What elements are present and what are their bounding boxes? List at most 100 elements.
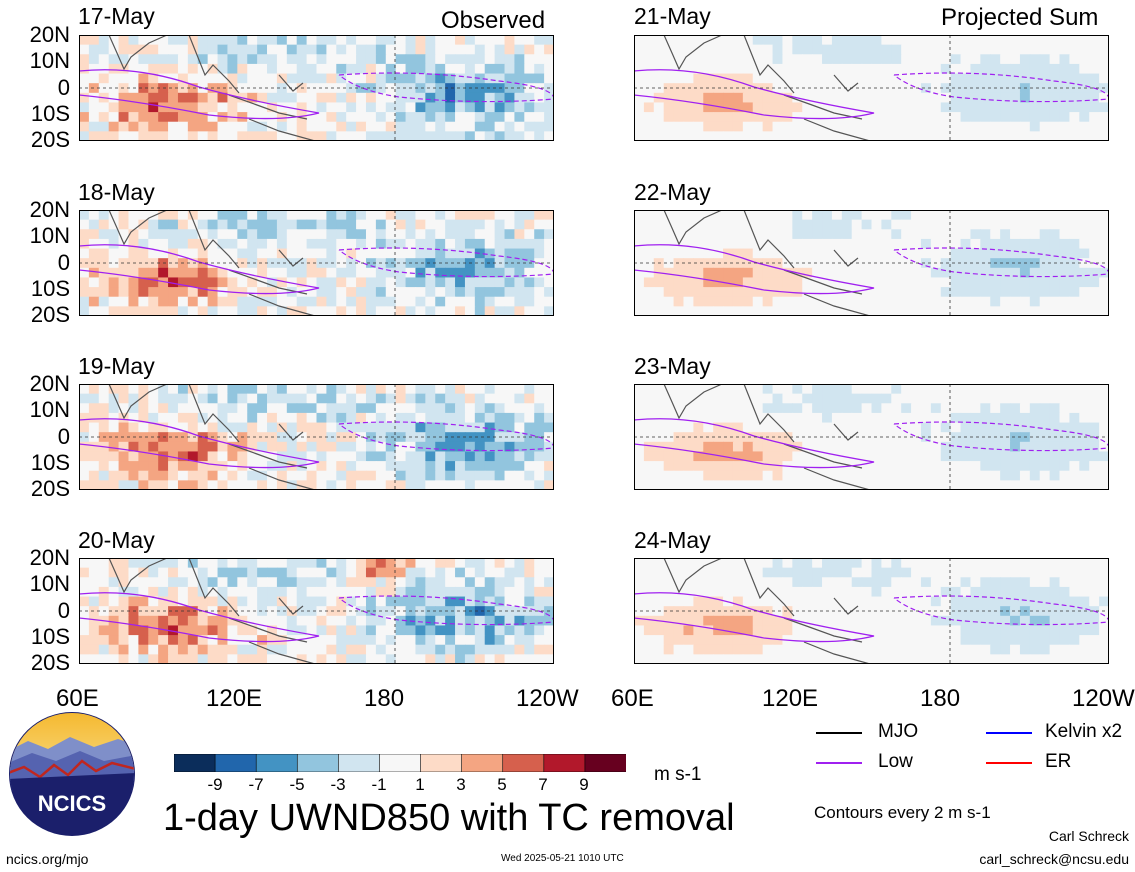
low-contour-dashed [338, 421, 554, 452]
footer-email[interactable]: carl_schreck@ncsu.edu [979, 851, 1129, 867]
lat-label: 20N [29, 545, 70, 570]
lon-label: 120E [206, 685, 263, 712]
lat-label: 10S [30, 624, 70, 649]
wind-anomaly-map [634, 558, 1109, 664]
panel-frame [79, 384, 554, 490]
colorbar-swatch [296, 753, 340, 773]
coastline [663, 210, 871, 316]
colorbar-swatch [461, 753, 504, 773]
legend: MJO Kelvin x2 Low ER [816, 722, 1135, 782]
legend-line-kelvin [986, 732, 1032, 734]
panel-date-title: 23-May [634, 353, 711, 379]
colorbar-label: -1 [371, 775, 387, 794]
footer-url[interactable]: ncics.org/mjo [6, 851, 89, 867]
coastline [108, 35, 316, 141]
wind-anomaly-map [634, 210, 1109, 316]
low-contour [79, 244, 320, 295]
legend-line-mjo [816, 732, 862, 734]
lat-label: 20S [30, 476, 70, 501]
low-contour-dashed [338, 247, 554, 278]
lat-label: 10N [29, 397, 70, 422]
footer-timestamp: Wed 2025-05-21 1010 UTC [501, 853, 624, 864]
map-panel-projected [634, 558, 1109, 664]
low-contour-dashed [338, 595, 554, 626]
low-contour [634, 244, 875, 295]
lat-label: 20S [30, 650, 70, 675]
lat-label: 10N [29, 48, 70, 73]
panel-date-title: 21-May [634, 3, 711, 29]
map-panel-projected [634, 384, 1109, 490]
legend-label: Kelvin x2 [1045, 721, 1123, 742]
coastline [663, 558, 871, 664]
map-panel-observed [79, 35, 554, 141]
lon-label: 60E [56, 685, 99, 712]
wind-anomaly-map [634, 384, 1109, 490]
wind-anomaly-map [634, 35, 1109, 141]
low-contour [79, 69, 320, 120]
panel-frame [634, 558, 1109, 664]
lat-label: 10S [30, 101, 70, 126]
logo-text: NCICS [38, 791, 106, 816]
main-title: 1-day UWND850 with TC removal [163, 797, 735, 839]
map-panel-observed [79, 558, 554, 664]
lat-label: 0 [57, 424, 70, 449]
lon-label: 180 [364, 685, 405, 712]
colorbar-swatch [214, 753, 257, 773]
colorbar-label: -3 [330, 775, 346, 794]
panel-date-title: 24-May [634, 527, 711, 553]
map-panel-observed [79, 384, 554, 490]
legend-label: ER [1045, 751, 1072, 772]
colorbar-swatches [173, 753, 627, 773]
colorbar-swatch [420, 753, 463, 773]
ncics-logo: NCICS [8, 711, 136, 842]
colorbar-label: 5 [497, 775, 507, 794]
panel-date-title: 19-May [78, 353, 155, 379]
lat-label: 20N [29, 22, 70, 47]
low-contour-dashed [893, 72, 1109, 103]
legend-line-low [816, 762, 862, 764]
coastline [108, 558, 316, 664]
projected-sum-label: Projected Sum [941, 4, 1099, 31]
panel-date-title: 20-May [78, 527, 155, 553]
panel-frame [79, 558, 554, 664]
panel-frame [79, 35, 554, 141]
panel-frame [634, 384, 1109, 490]
wind-anomaly-map [79, 384, 554, 490]
colorbar-swatch [584, 753, 627, 773]
panel-date-title: 22-May [634, 179, 711, 205]
panel-frame [634, 35, 1109, 141]
map-panel-observed [79, 210, 554, 316]
lon-label: 120W [1072, 687, 1135, 711]
footer-author: Carl Schreck [1048, 828, 1129, 844]
coastline [663, 384, 871, 490]
lat-label: 0 [57, 250, 70, 275]
low-contour [634, 592, 875, 643]
lon-label: 120E [762, 685, 819, 712]
lon-label: 60E [611, 685, 654, 712]
lat-label: 10S [30, 276, 70, 301]
lat-label: 10N [29, 571, 70, 596]
legend-label: Low [878, 751, 913, 772]
colorbar-swatch [502, 753, 545, 773]
low-contour [79, 592, 320, 643]
colorbar-swatch [338, 753, 381, 773]
low-contour [79, 418, 320, 469]
lat-label: 0 [57, 598, 70, 623]
low-contour-dashed [893, 595, 1109, 626]
colorbar-label: 1 [415, 775, 425, 794]
wind-anomaly-map [79, 558, 554, 664]
colorbar-swatch [543, 753, 586, 773]
colorbar-label: -5 [289, 775, 305, 794]
lon-label: 120W [516, 685, 579, 712]
colorbar-label: 9 [579, 775, 589, 794]
colorbar-units: m s-1 [654, 764, 702, 785]
colorbar-swatch [255, 753, 299, 773]
colorbar [173, 753, 627, 777]
panel-date-title: 17-May [78, 3, 155, 29]
low-contour-dashed [893, 247, 1109, 278]
low-contour [634, 418, 875, 469]
colorbar-label: -9 [207, 775, 223, 794]
lat-label: 10S [30, 450, 70, 475]
colorbar-label: 7 [538, 775, 548, 794]
wind-anomaly-map [79, 35, 554, 141]
